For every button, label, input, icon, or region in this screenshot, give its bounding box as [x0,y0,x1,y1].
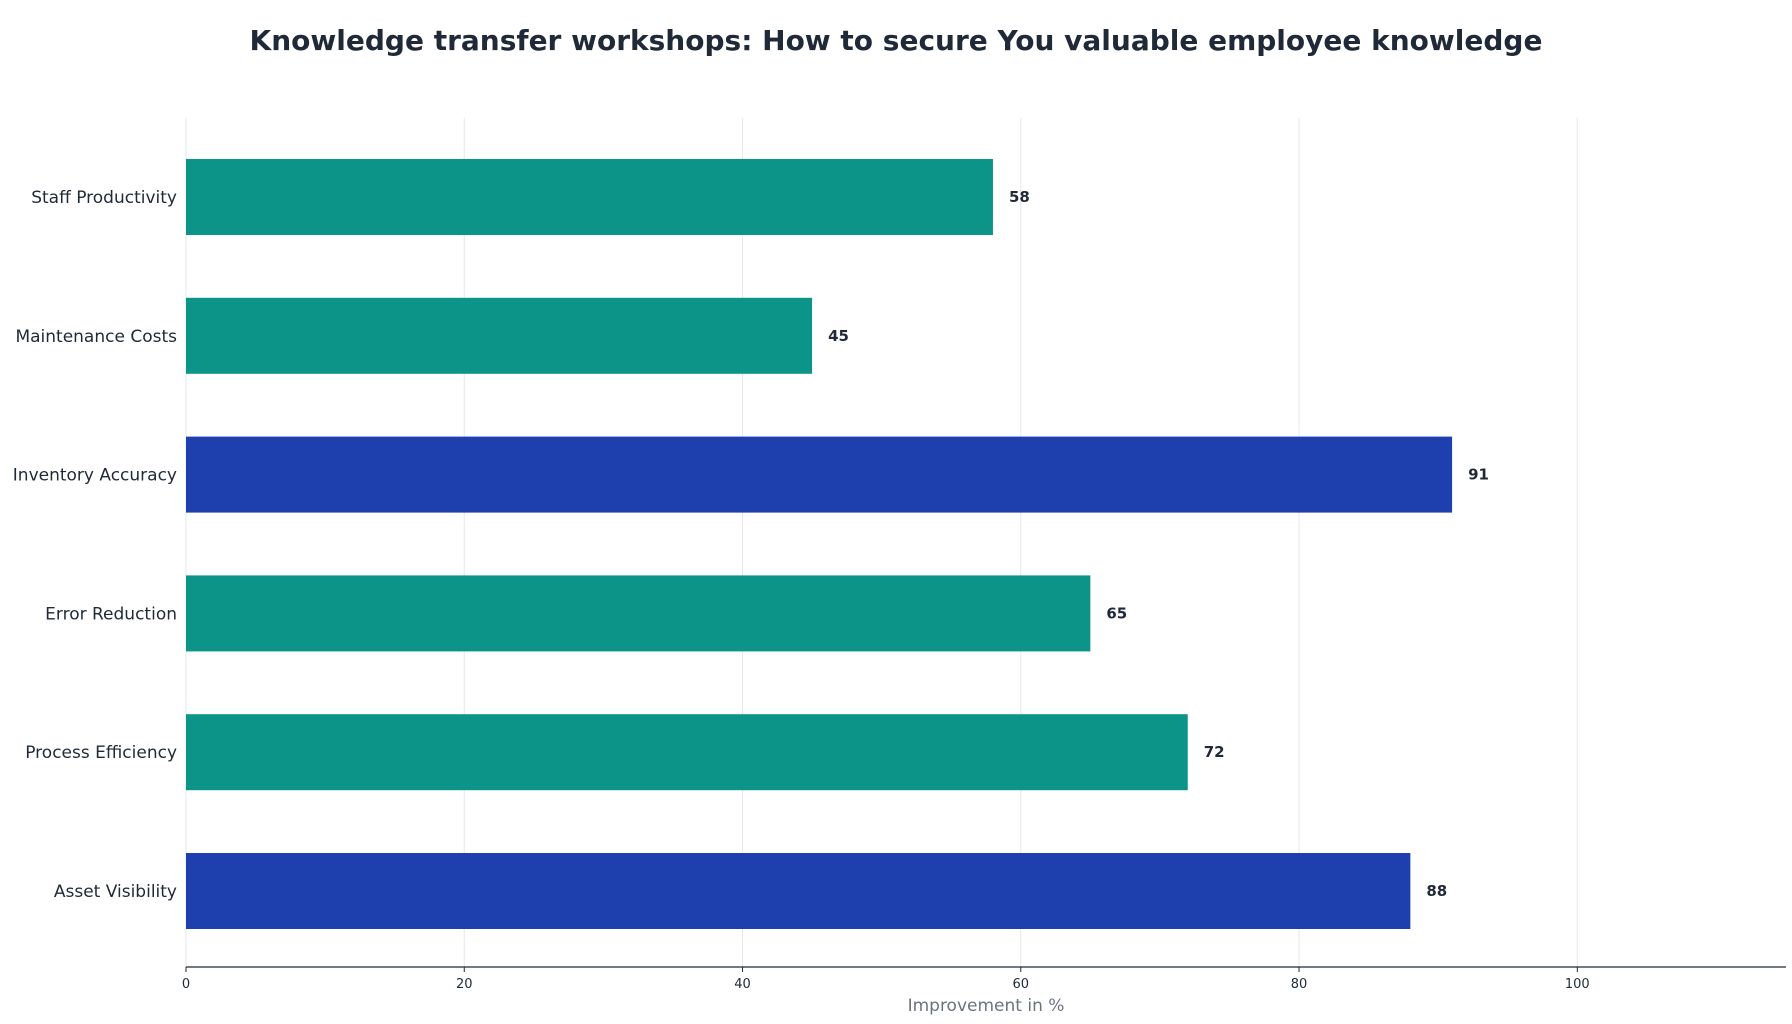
category-label: Error Reduction [45,604,177,624]
bars [186,159,1453,929]
value-label: 58 [1009,188,1030,206]
category-label: Asset Visibility [54,882,177,902]
category-label: Process Efficiency [25,743,177,763]
value-label: 72 [1204,743,1225,761]
value-label: 91 [1468,466,1489,484]
value-labels: 58 45 91 65 72 88 [828,188,1489,900]
value-label: 45 [828,327,849,345]
x-axis: 0 20 40 60 80 100 [182,966,1786,992]
x-tick-label: 0 [182,977,190,992]
x-tick-label: 100 [1565,977,1590,992]
value-label: 65 [1106,604,1127,622]
x-tick-label: 20 [456,977,473,992]
category-label: Inventory Accuracy [13,466,177,486]
x-tick-label: 40 [734,977,751,992]
category-label: Maintenance Costs [15,327,177,347]
x-axis-title: Improvement in % [908,996,1065,1016]
grid-lines [185,118,1578,967]
bar-inventory-accuracy [186,436,1453,513]
category-label: Staff Productivity [31,188,177,208]
bar-asset-visibility [186,853,1411,929]
bar-error-reduction [186,575,1091,652]
chart-title: Knowledge transfer workshops: How to sec… [249,24,1543,57]
value-label: 88 [1426,882,1447,900]
category-labels: Staff Productivity Maintenance Costs Inven… [13,188,177,902]
x-tick-label: 60 [1013,977,1030,992]
bar-staff-productivity [186,159,993,235]
bar-maintenance-costs [186,297,813,374]
bar-process-efficiency [186,714,1188,791]
x-tick-label: 80 [1291,977,1308,992]
